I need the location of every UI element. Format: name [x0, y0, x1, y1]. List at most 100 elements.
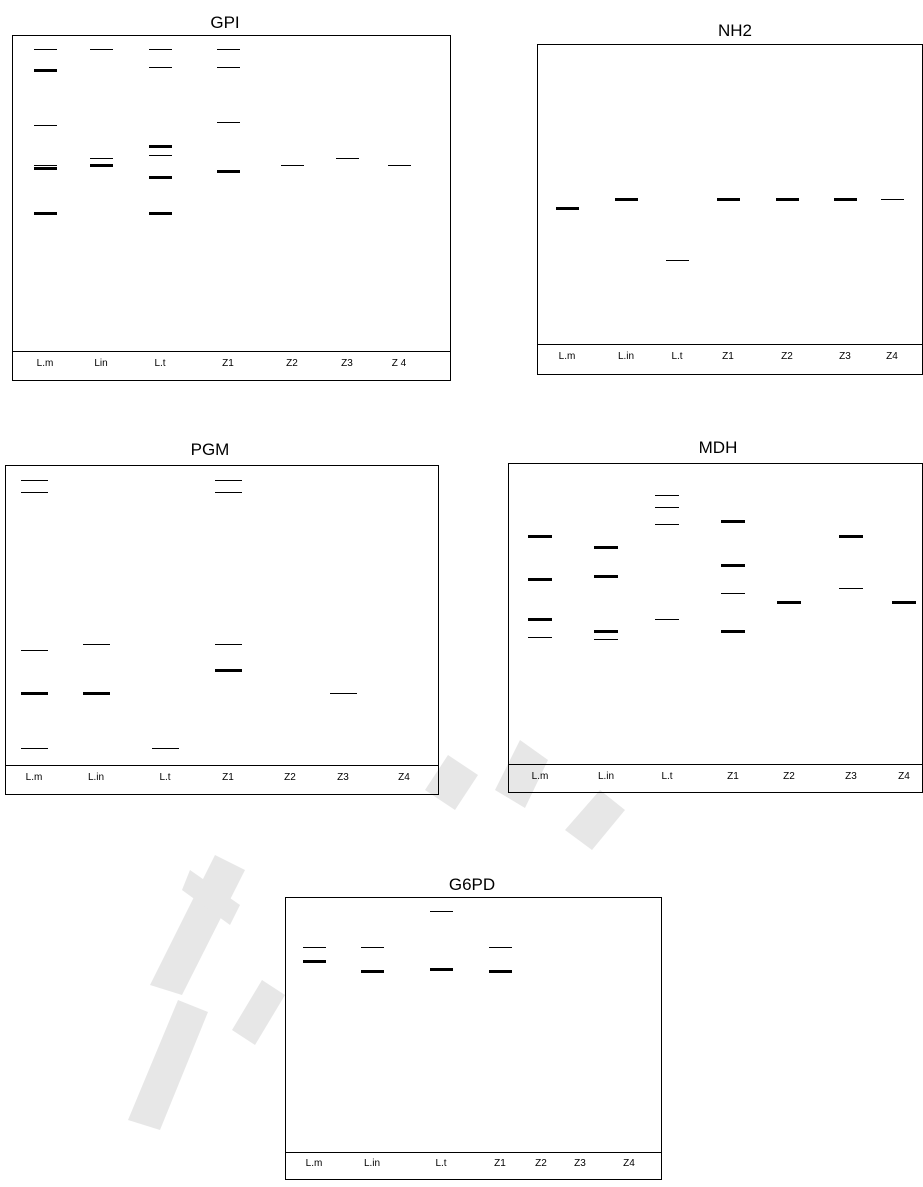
lane-label: Z4: [886, 351, 898, 362]
gel-title: NH2: [717, 21, 752, 40]
band-bold: [82, 692, 110, 695]
band-thin: [89, 158, 113, 159]
lane-label: L.t: [661, 771, 673, 782]
lane-label-strip: [12, 351, 451, 381]
band-bold: [594, 546, 618, 549]
lane-label: Z4: [623, 1158, 635, 1169]
lane-label: Z2: [284, 772, 296, 783]
band-thin: [216, 49, 240, 50]
lane-label: Z1: [722, 351, 734, 362]
band-thin: [665, 260, 689, 261]
lane-label: L.m: [558, 351, 576, 362]
band-bold: [429, 968, 453, 971]
band-thin: [20, 650, 48, 651]
lane-label: Z3: [574, 1158, 586, 1169]
lane-label: Z3: [337, 772, 349, 783]
band-thin: [148, 67, 172, 68]
lane-label: L.in: [87, 772, 105, 783]
band-bold: [594, 575, 618, 578]
band-thin: [151, 748, 179, 749]
lane-label: L.t: [154, 358, 166, 369]
lane-label: L.in: [363, 1158, 381, 1169]
lane-label: Z2: [783, 771, 795, 782]
lane-label: Z3: [839, 351, 851, 362]
lane-label: Z3: [341, 358, 353, 369]
band-thin: [488, 947, 512, 948]
lane-label-strip: [5, 765, 439, 795]
lane-label: Z2: [286, 358, 298, 369]
band-thin: [148, 155, 172, 156]
band-thin: [33, 165, 57, 166]
band-thin: [655, 619, 679, 620]
band-bold: [148, 212, 172, 215]
band-thin: [335, 158, 359, 159]
lane-label: L.t: [159, 772, 171, 783]
band-thin: [839, 588, 863, 589]
band-bold: [775, 198, 799, 201]
band-bold: [555, 207, 579, 210]
band-bold: [89, 164, 113, 167]
lane-label: L.m: [305, 1158, 323, 1169]
gel-title: MDH: [698, 438, 738, 457]
lane-label: L.t: [671, 351, 683, 362]
band-thin: [329, 693, 357, 694]
band-bold: [148, 145, 172, 148]
lane-label: Z3: [845, 771, 857, 782]
band-bold: [33, 69, 57, 72]
band-bold: [721, 630, 745, 633]
band-bold: [528, 535, 552, 538]
band-bold: [488, 970, 512, 973]
band-thin: [20, 492, 48, 493]
gel-title: PGM: [190, 440, 230, 459]
band-bold: [721, 520, 745, 523]
lane-label: Z1: [222, 772, 234, 783]
band-bold: [20, 692, 48, 695]
lane-label-strip: [508, 764, 923, 793]
lane-label: Z2: [781, 351, 793, 362]
gel-title: G6PD: [448, 875, 496, 894]
band-thin: [721, 593, 745, 594]
band-bold: [528, 618, 552, 621]
band-thin: [528, 637, 552, 638]
gel-frame: [285, 897, 662, 1180]
gel-frame: [5, 465, 439, 795]
band-bold: [214, 669, 242, 672]
band-thin: [33, 49, 57, 50]
lane-label: Z4: [898, 771, 910, 782]
lane-label-strip: [537, 344, 923, 375]
band-thin: [429, 911, 453, 912]
band-bold: [528, 578, 552, 581]
band-bold: [721, 564, 745, 567]
band-thin: [594, 639, 618, 640]
band-thin: [302, 947, 326, 948]
band-thin: [214, 644, 242, 645]
gel-frame: [508, 463, 923, 793]
band-bold: [614, 198, 638, 201]
lane-label: L.in: [617, 351, 635, 362]
gel-frame: [537, 44, 923, 375]
band-bold: [33, 167, 57, 170]
lane-label: Z1: [494, 1158, 506, 1169]
band-bold: [360, 970, 384, 973]
lane-label: Z2: [535, 1158, 547, 1169]
lane-label: L.m: [36, 358, 54, 369]
band-thin: [82, 644, 110, 645]
lane-label: L.m: [531, 771, 549, 782]
lane-label: Z4: [398, 772, 410, 783]
band-thin: [216, 67, 240, 68]
lane-label: L.m: [25, 772, 43, 783]
band-bold: [716, 198, 740, 201]
lane-label: Z 4: [391, 358, 407, 369]
lane-label: Z1: [222, 358, 234, 369]
band-bold: [833, 198, 857, 201]
band-thin: [20, 748, 48, 749]
band-thin: [387, 165, 411, 166]
band-bold: [892, 601, 916, 604]
band-thin: [20, 480, 48, 481]
lane-label: L.in: [597, 771, 615, 782]
band-thin: [655, 524, 679, 525]
band-thin: [214, 480, 242, 481]
lane-label: Z1: [727, 771, 739, 782]
band-thin: [655, 507, 679, 508]
lane-label: L.t: [435, 1158, 447, 1169]
